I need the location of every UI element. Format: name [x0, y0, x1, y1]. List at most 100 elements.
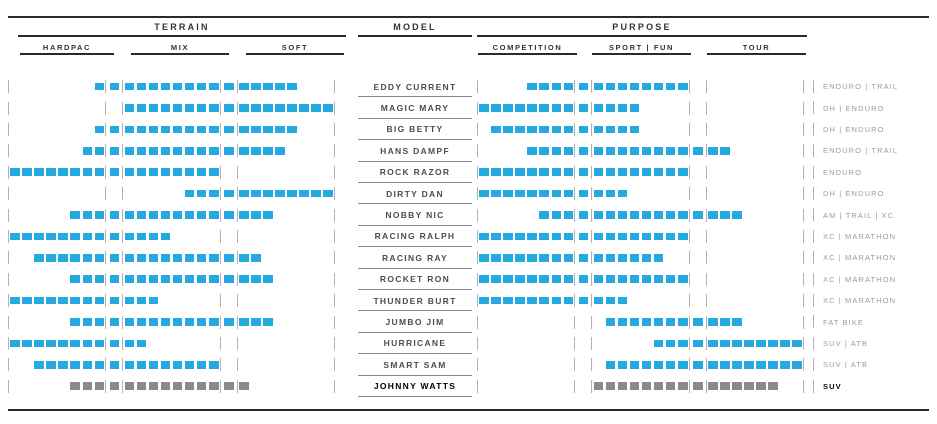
rating-slot — [616, 162, 628, 183]
rating-segment — [539, 232, 550, 241]
terrain-track — [8, 354, 347, 375]
rating-slot — [322, 97, 334, 118]
rating-segment — [136, 147, 147, 155]
rating-slot — [172, 269, 184, 290]
purpose-group-underline — [477, 35, 807, 37]
rating-segment — [10, 296, 20, 305]
table-row: JOHNNY WATTS SUV — [0, 376, 937, 397]
rating-segment — [605, 189, 616, 198]
rating-segment — [70, 339, 81, 348]
rating-segment — [46, 339, 56, 348]
rating-slot — [196, 226, 208, 247]
rating-segment — [665, 318, 676, 326]
model-name: RACING RALPH — [374, 231, 456, 242]
rating-segment — [563, 189, 574, 198]
column-tick — [122, 294, 124, 308]
column-tick — [8, 208, 9, 222]
zone — [592, 311, 688, 332]
category-tick — [813, 229, 814, 243]
zone — [238, 333, 334, 354]
rating-segment — [593, 189, 604, 198]
rating-slot — [562, 162, 574, 183]
zone — [106, 183, 122, 204]
rating-segment — [263, 318, 273, 326]
rating-slot — [677, 354, 689, 375]
column-tick — [477, 336, 478, 350]
rating-slot — [629, 354, 641, 375]
category-tick — [813, 358, 814, 372]
zone — [478, 226, 574, 247]
rating-segment — [184, 147, 195, 155]
column-tick — [8, 122, 9, 136]
rating-slot — [262, 247, 274, 268]
zone — [690, 119, 706, 140]
rating-segment — [263, 82, 273, 91]
rating-segment — [539, 254, 550, 262]
rating-slot — [641, 269, 653, 290]
rating-segment — [692, 339, 703, 348]
zone — [221, 226, 237, 247]
rating-slot — [298, 290, 310, 311]
rating-slot — [538, 76, 550, 97]
rating-slot — [478, 290, 490, 311]
rating-segment — [208, 254, 219, 262]
model-underline — [358, 181, 472, 183]
rating-slot — [238, 97, 250, 118]
zone — [592, 119, 688, 140]
zone — [106, 247, 122, 268]
category-label: XC | MARATHON — [823, 231, 897, 241]
rating-slot — [160, 119, 172, 140]
rating-slot — [160, 269, 172, 290]
rating-segment — [677, 147, 688, 155]
column-tick — [705, 294, 707, 308]
column-tick — [803, 101, 805, 115]
rating-slot — [604, 76, 616, 97]
rating-slot — [238, 354, 250, 375]
model-underline — [358, 353, 472, 355]
rating-segment — [275, 189, 285, 198]
rating-segment — [720, 339, 730, 348]
rating-segment — [629, 168, 640, 177]
column-tick — [122, 208, 124, 222]
column-tick — [803, 144, 805, 158]
rating-segment — [593, 232, 604, 241]
rating-slot — [538, 226, 550, 247]
rating-slot — [310, 269, 322, 290]
rating-segment — [136, 275, 147, 284]
column-tick — [219, 80, 221, 94]
rating-segment — [653, 232, 664, 241]
rating-segment — [124, 382, 135, 391]
rating-segment — [109, 125, 120, 134]
rating-segment — [172, 82, 183, 91]
rating-slot — [262, 76, 274, 97]
rating-slot — [526, 204, 538, 225]
rating-segment — [677, 275, 688, 284]
rating-slot — [755, 247, 767, 268]
rating-slot — [322, 311, 334, 332]
rating-segment — [578, 125, 589, 134]
column-tick — [477, 272, 478, 286]
rating-segment — [720, 382, 730, 391]
rating-segment — [593, 104, 604, 112]
column-tick — [705, 187, 707, 201]
column-tick — [591, 165, 593, 179]
zone — [707, 269, 803, 290]
rating-slot — [743, 376, 755, 397]
column-tick — [105, 122, 107, 136]
rating-slot — [562, 354, 574, 375]
rating-segment — [605, 125, 616, 134]
rating-slot — [592, 354, 604, 375]
rating-slot — [653, 247, 665, 268]
rating-slot — [653, 333, 665, 354]
zone — [106, 290, 122, 311]
rating-slot — [514, 119, 526, 140]
rating-slot — [665, 247, 677, 268]
rating-slot — [592, 204, 604, 225]
rating-segment — [617, 232, 628, 241]
rating-slot — [221, 183, 237, 204]
column-tick — [591, 272, 593, 286]
rating-segment — [208, 211, 219, 219]
rating-segment — [238, 211, 249, 219]
zone — [478, 97, 574, 118]
